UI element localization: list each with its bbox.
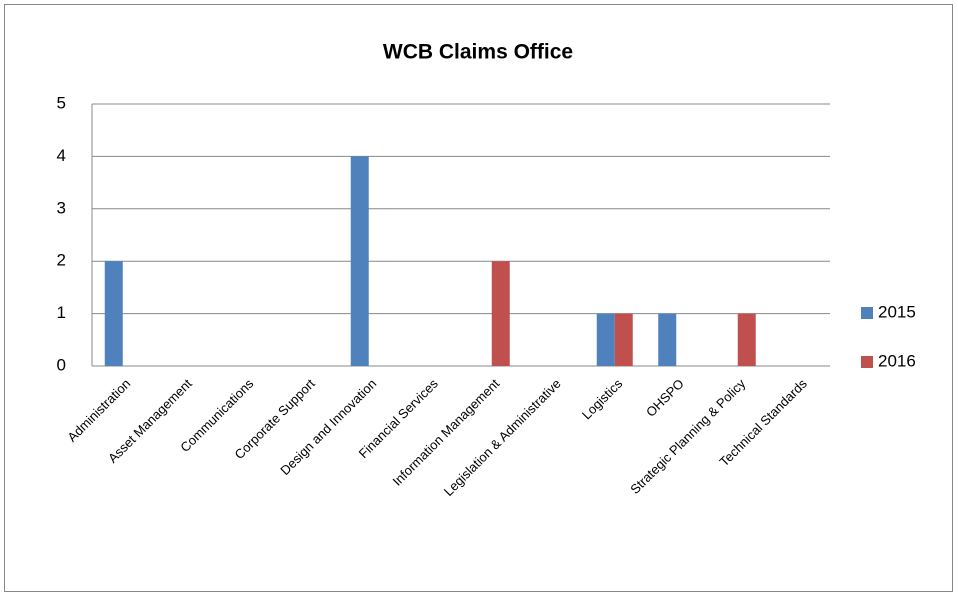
- legend-label: 2015: [878, 302, 916, 321]
- bar: [596, 313, 615, 366]
- y-tick-label: 1: [57, 303, 66, 322]
- bar: [737, 313, 756, 366]
- bar: [491, 261, 510, 366]
- bar: [658, 313, 677, 366]
- bar: [104, 261, 123, 366]
- legend-swatch: [861, 307, 873, 319]
- legend-swatch: [861, 356, 873, 368]
- y-tick-label: 3: [57, 198, 66, 217]
- y-tick-label: 0: [57, 355, 66, 374]
- y-tick-label: 4: [57, 146, 66, 165]
- y-tick-label: 2: [57, 251, 66, 270]
- bar: [350, 156, 369, 366]
- chart-border: [4, 4, 953, 592]
- y-tick-label: 5: [57, 93, 66, 112]
- chart-title: WCB Claims Office: [383, 41, 573, 64]
- legend-label: 2016: [878, 351, 916, 370]
- bar: [614, 313, 633, 366]
